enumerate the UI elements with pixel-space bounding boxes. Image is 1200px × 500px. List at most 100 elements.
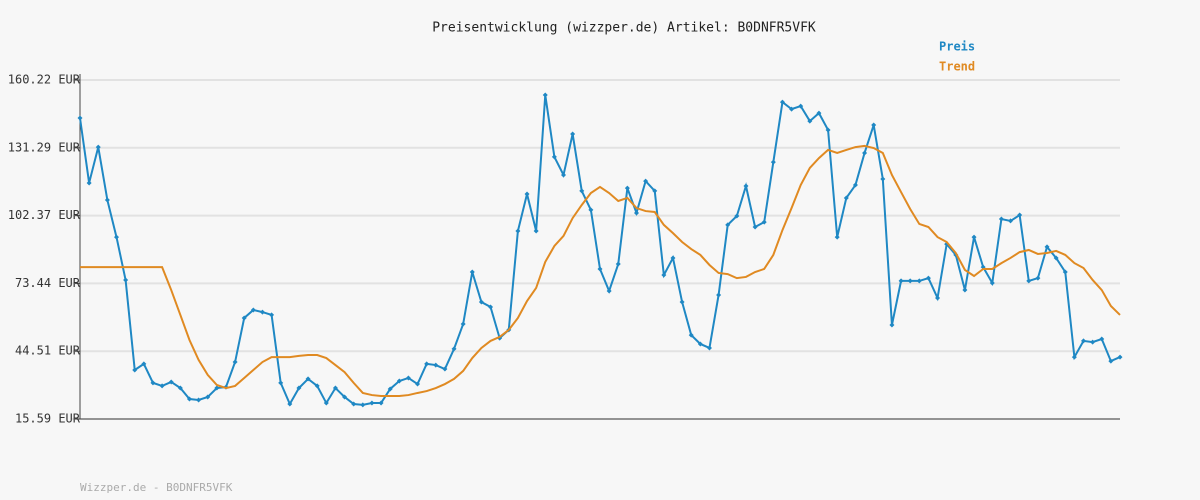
point — [396, 378, 402, 384]
point — [643, 178, 649, 184]
point — [570, 131, 576, 137]
point — [287, 401, 293, 407]
point — [971, 234, 977, 240]
point — [752, 224, 758, 230]
point — [679, 299, 685, 305]
point — [241, 315, 247, 321]
y-tick-label: 102.37 EUR — [8, 208, 81, 222]
point — [250, 307, 256, 313]
legend-label: Trend — [939, 60, 975, 74]
point — [342, 394, 348, 400]
point — [1062, 269, 1068, 275]
point — [95, 144, 101, 150]
point — [1090, 339, 1096, 345]
point — [652, 188, 658, 194]
point — [113, 234, 119, 240]
point — [725, 222, 731, 228]
point — [1044, 244, 1050, 250]
chart-title: Preisentwicklung (wizzper.de) Artikel: B… — [432, 21, 816, 36]
point — [378, 400, 384, 406]
point — [697, 341, 703, 347]
point — [1008, 218, 1014, 224]
footer: Wizzper.de - B0DNFR5VFK — [80, 481, 233, 494]
point — [935, 295, 941, 301]
point — [415, 381, 421, 387]
point — [351, 401, 357, 407]
point — [688, 332, 694, 338]
y-tick-label: 160.22 EUR — [8, 73, 81, 87]
point — [460, 321, 466, 327]
point — [305, 376, 311, 382]
point — [469, 269, 475, 275]
point — [925, 275, 931, 281]
point — [104, 197, 110, 203]
point — [834, 234, 840, 240]
point — [86, 180, 92, 186]
point — [889, 322, 895, 328]
point — [278, 380, 284, 386]
point — [989, 280, 995, 286]
point — [168, 379, 174, 385]
point — [442, 366, 448, 372]
point — [123, 277, 129, 283]
point — [524, 191, 530, 197]
point — [387, 386, 393, 392]
point — [515, 228, 521, 234]
point — [770, 159, 776, 165]
point — [1099, 336, 1105, 342]
point — [962, 287, 968, 293]
point — [862, 150, 868, 156]
point — [871, 122, 877, 128]
point — [670, 255, 676, 261]
point — [624, 185, 630, 191]
point — [734, 213, 740, 219]
point — [433, 362, 439, 368]
point — [314, 383, 320, 389]
point — [196, 397, 202, 403]
point — [843, 195, 849, 201]
point — [880, 176, 886, 182]
point — [907, 278, 913, 284]
point — [916, 278, 922, 284]
point — [214, 385, 220, 391]
point — [743, 183, 749, 189]
point — [898, 278, 904, 284]
y-tick-label: 44.51 EUR — [15, 344, 81, 358]
point — [186, 396, 192, 402]
point — [1071, 354, 1077, 360]
point — [615, 261, 621, 267]
point — [597, 266, 603, 272]
point — [588, 207, 594, 213]
point — [159, 383, 165, 389]
point — [579, 188, 585, 194]
point — [205, 394, 211, 400]
y-tick-label: 15.59 EUR — [15, 412, 81, 426]
point — [779, 99, 785, 105]
point — [369, 400, 375, 406]
y-tick-label: 131.29 EUR — [8, 140, 81, 154]
point — [1081, 338, 1087, 344]
point — [852, 182, 858, 188]
point — [150, 380, 156, 386]
point — [269, 312, 275, 318]
point — [606, 288, 612, 294]
point — [296, 385, 302, 391]
point — [132, 367, 138, 373]
point — [816, 110, 822, 116]
point — [716, 292, 722, 298]
point — [1017, 212, 1023, 218]
point — [661, 272, 667, 278]
point — [360, 402, 366, 408]
point — [323, 400, 329, 406]
point — [405, 375, 411, 381]
point — [561, 172, 567, 178]
point — [1117, 354, 1123, 360]
point — [706, 345, 712, 351]
point — [798, 103, 804, 109]
point — [551, 154, 557, 160]
point — [1035, 275, 1041, 281]
point — [825, 127, 831, 133]
